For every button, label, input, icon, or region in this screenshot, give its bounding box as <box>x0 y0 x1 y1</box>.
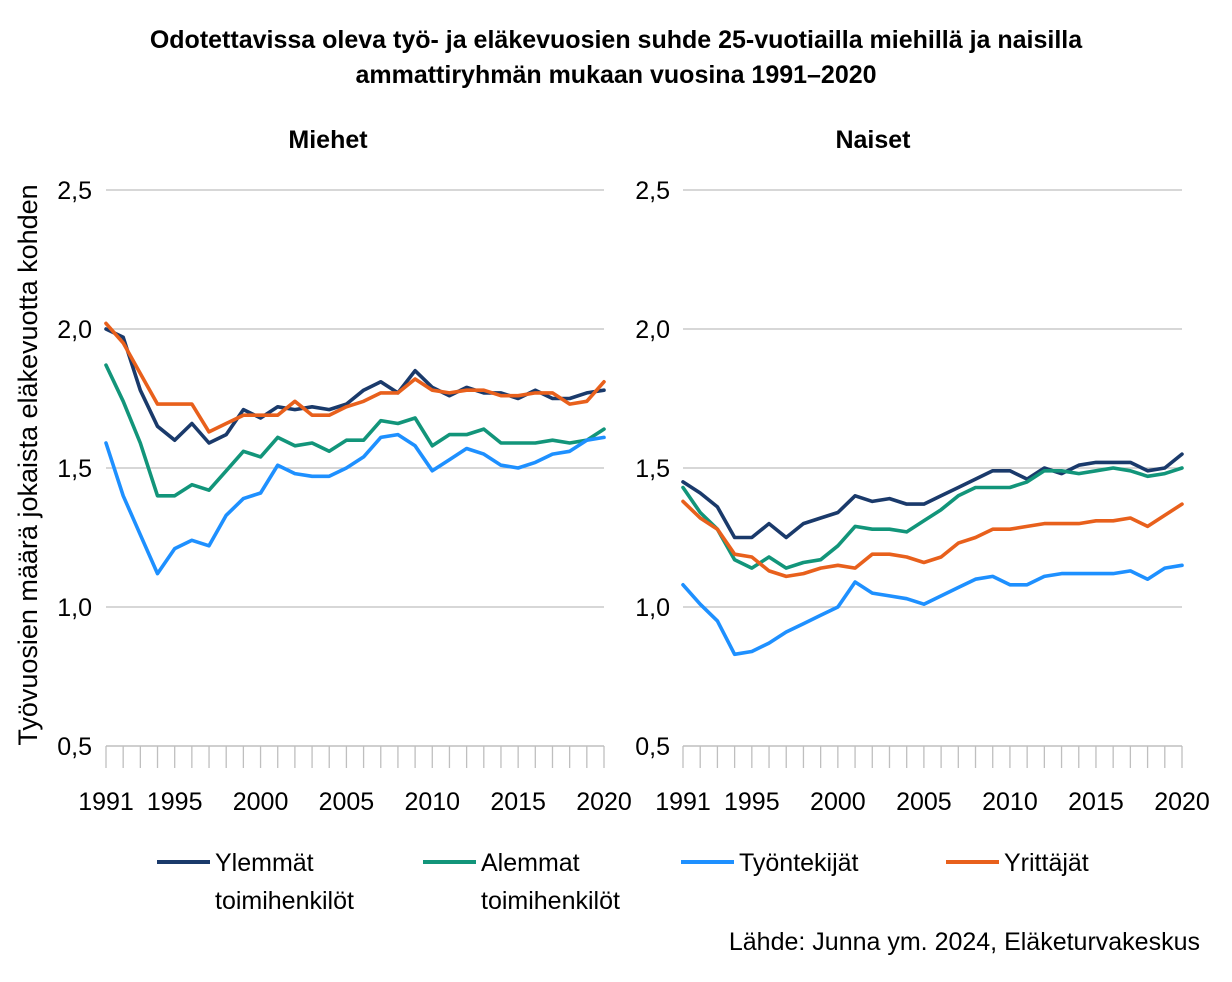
x-tick-label-miehet: 1995 <box>147 788 203 816</box>
source-note: Lähde: Junna ym. 2024, Eläketurvakeskus <box>729 928 1200 956</box>
legend-label-alemmat-2: toimihenkilöt <box>481 887 620 915</box>
legend-label-ylemmat-2: toimihenkilöt <box>215 887 354 915</box>
legend-item-alemmat: Alemmat toimihenkilöt <box>423 849 620 915</box>
x-tick-label-miehet: 2020 <box>576 788 632 816</box>
x-tick-label-naiset: 1991 <box>655 788 711 816</box>
series-line-miehet-0 <box>104 327 606 445</box>
y-tick-label-naiset: 2,0 <box>635 316 670 344</box>
series-line-miehet-1 <box>104 363 606 498</box>
panel-miehet: 0,5 1,0 1,5 2,0 2,5 1991 1995 2000 2005 2010 2015 2… <box>57 177 632 816</box>
y-tick-label-naiset: 0,5 <box>635 733 670 761</box>
x-tick-label-miehet: 1991 <box>78 788 134 816</box>
chart-title-line2: ammattiryhmän mukaan vuosina 1991–2020 <box>355 61 876 89</box>
y-tick-label-naiset: 1,0 <box>635 594 670 622</box>
y-tick-label-miehet: 1,5 <box>57 455 92 483</box>
legend-label-tyontekijat: Työntekijät <box>739 849 859 877</box>
legend-item-yrittajat: Yrittäjät <box>946 849 1089 877</box>
x-tick-label-miehet: 2010 <box>404 788 460 816</box>
series-line-miehet-2 <box>104 432 606 576</box>
x-tick-label-miehet: 2000 <box>233 788 289 816</box>
x-tick-label-naiset: 2010 <box>982 788 1038 816</box>
y-tick-label-miehet: 2,5 <box>57 177 92 205</box>
legend-item-tyontekijat: Työntekijät <box>681 849 859 877</box>
legend: Ylemmät toimihenkilöt Alemmat toimihenki… <box>157 849 1089 915</box>
y-tick-label-miehet: 2,0 <box>57 316 92 344</box>
series-line-miehet-3 <box>104 321 606 434</box>
chart-title-line1: Odotettavissa oleva työ- ja eläkevuosien… <box>150 26 1083 54</box>
legend-label-alemmat-1: Alemmat <box>481 849 580 877</box>
legend-label-ylemmat-1: Ylemmät <box>215 849 314 877</box>
panel-title-naiset: Naiset <box>835 126 911 154</box>
x-tick-label-miehet: 2005 <box>319 788 375 816</box>
legend-item-ylemmat: Ylemmät toimihenkilöt <box>157 849 354 915</box>
y-axis-label: Työvuosien määrä jokaista eläkevuotta ko… <box>13 184 43 745</box>
panel-title-miehet: Miehet <box>288 126 368 154</box>
x-tick-label-naiset: 2015 <box>1068 788 1124 816</box>
series-line-naiset-0 <box>681 452 1184 540</box>
y-tick-label-naiset: 1,5 <box>635 455 670 483</box>
panel-naiset: 0,5 1,0 1,5 2,0 2,5 1991 1995 2000 2005 2010 2015 2… <box>635 177 1210 816</box>
y-tick-label-miehet: 1,0 <box>57 594 92 622</box>
series-line-naiset-1 <box>681 466 1184 570</box>
x-tick-label-naiset: 2000 <box>810 788 866 816</box>
y-tick-label-naiset: 2,5 <box>635 177 670 205</box>
x-tick-label-naiset: 2020 <box>1154 788 1210 816</box>
series-line-naiset-3 <box>681 499 1184 579</box>
x-tick-label-miehet: 2015 <box>490 788 546 816</box>
x-tick-label-naiset: 1995 <box>724 788 780 816</box>
series-line-naiset-2 <box>681 563 1184 657</box>
legend-label-yrittajat: Yrittäjät <box>1004 849 1089 877</box>
x-tick-label-naiset: 2005 <box>896 788 952 816</box>
y-tick-label-miehet: 0,5 <box>57 733 92 761</box>
